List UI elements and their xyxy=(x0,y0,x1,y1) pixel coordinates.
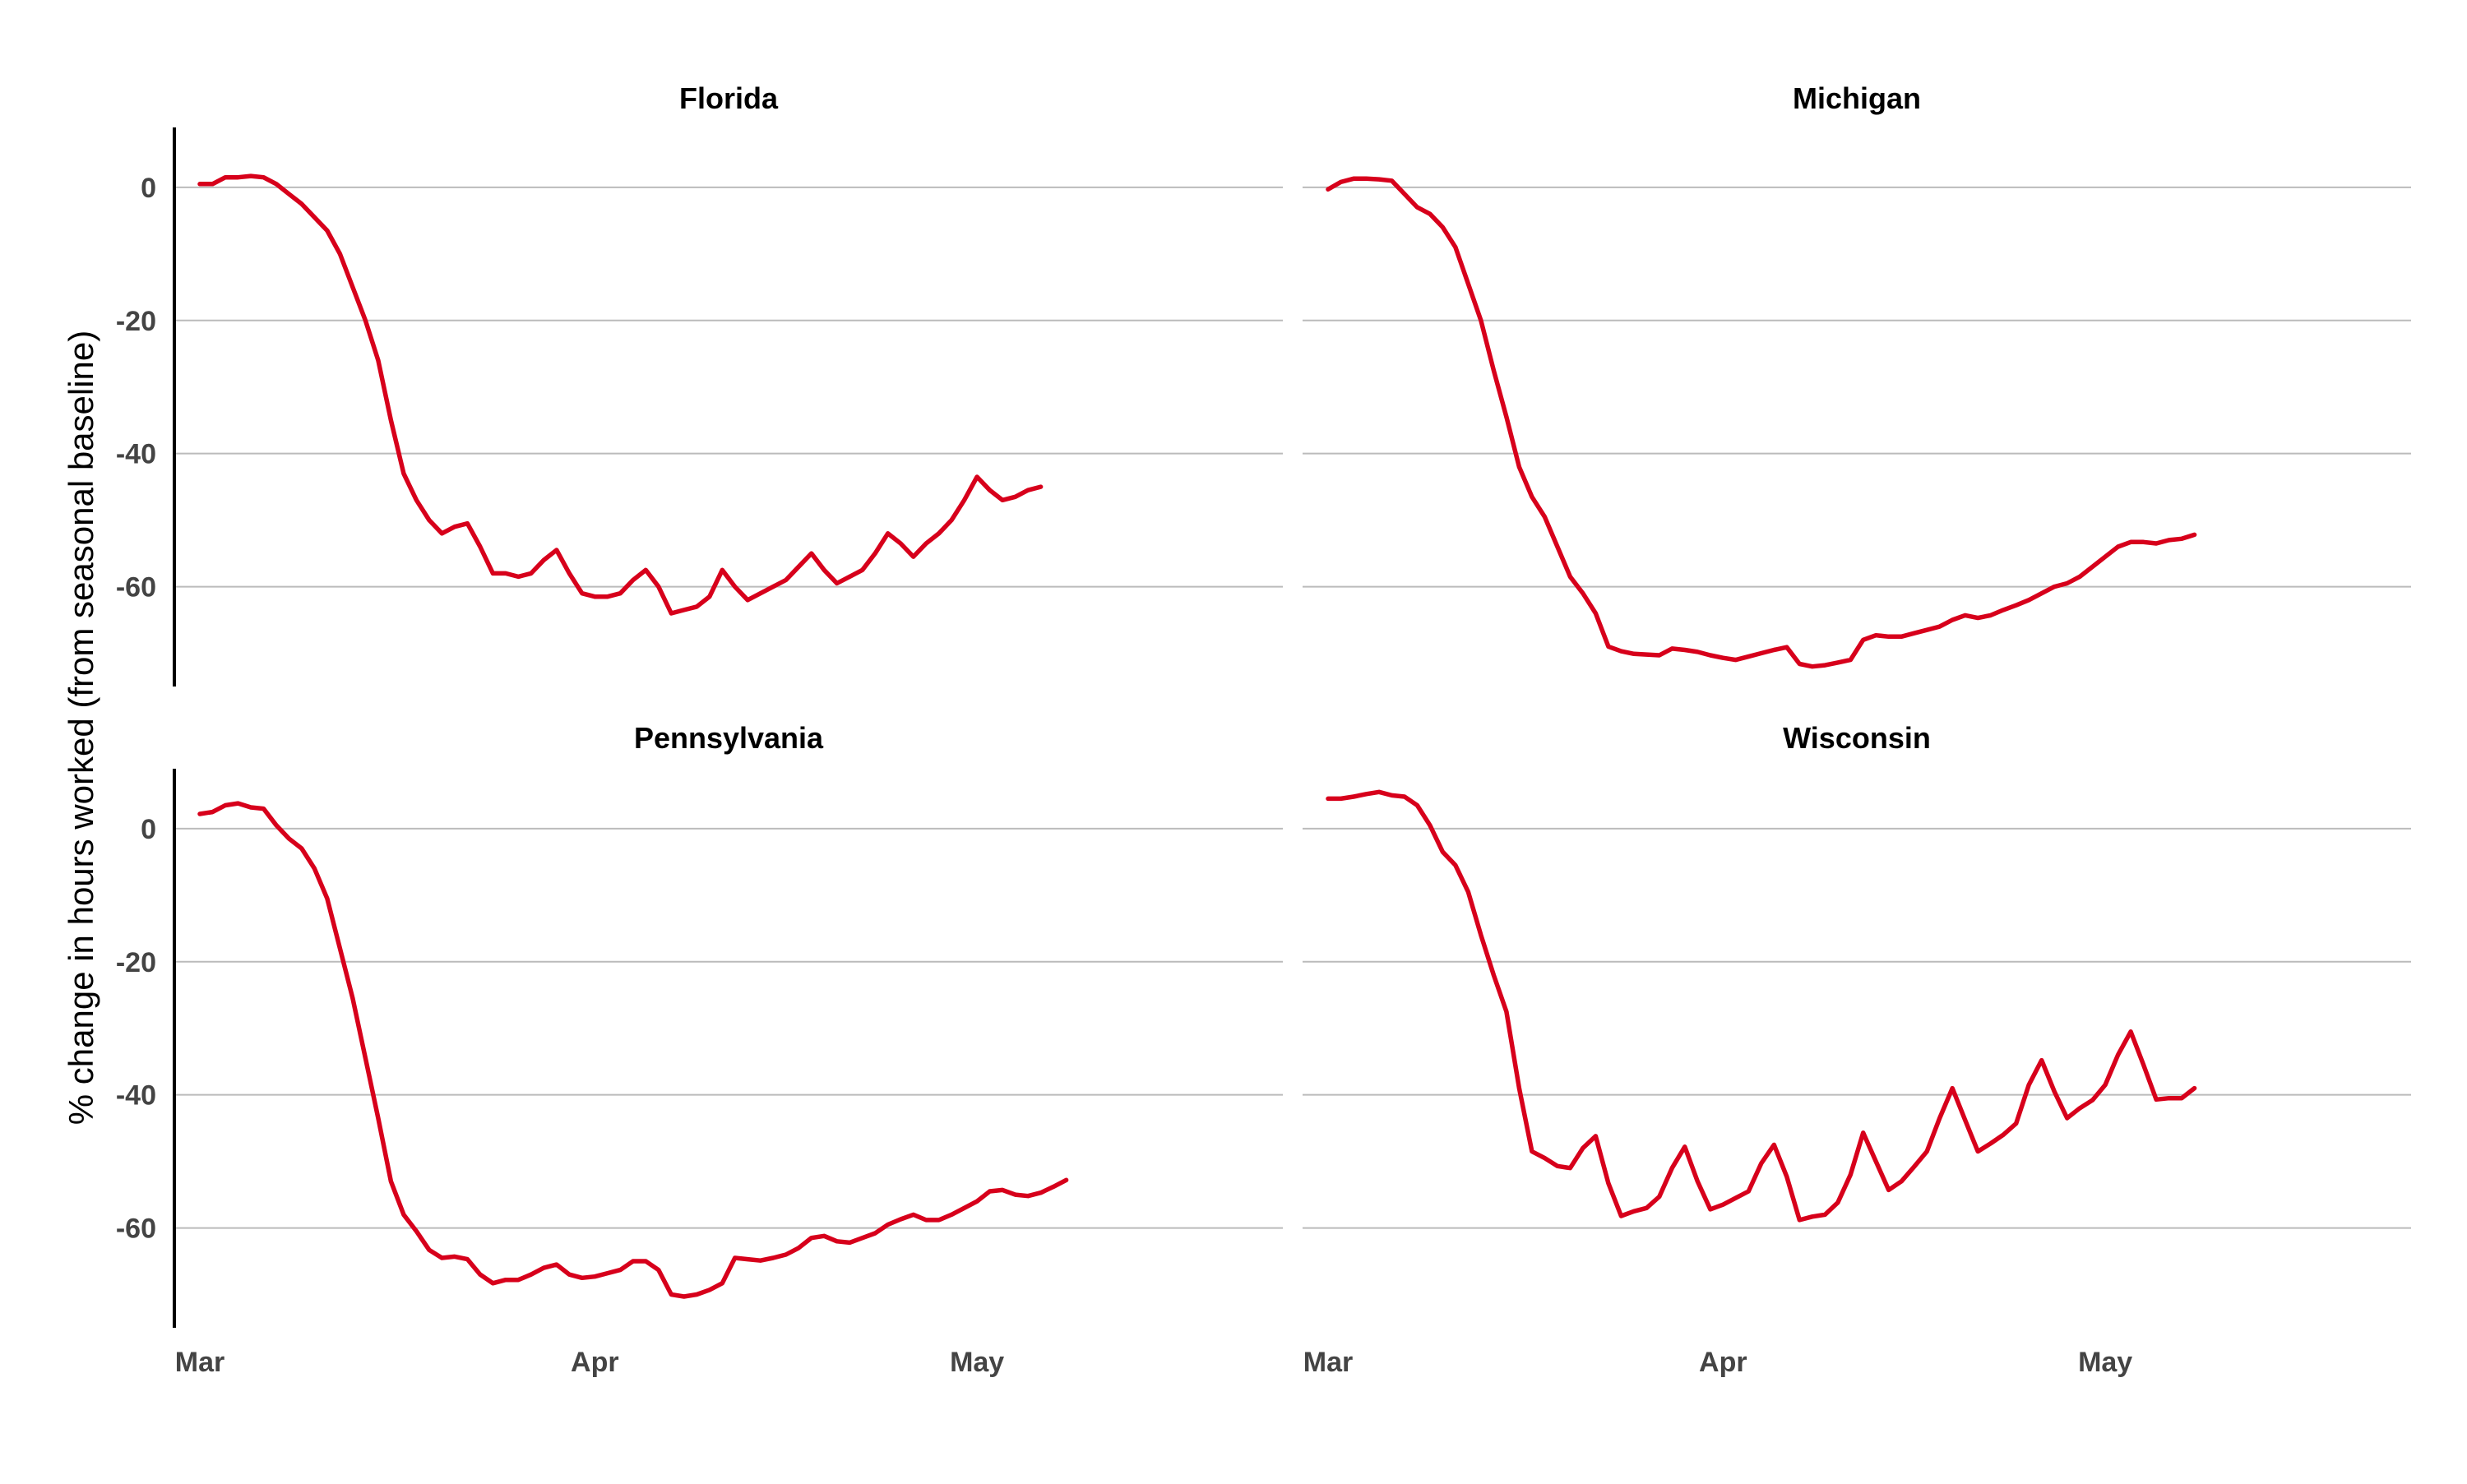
y-tick-label: -40 xyxy=(116,1080,156,1112)
y-tick-label: -20 xyxy=(116,306,156,337)
x-tick-label: Mar xyxy=(1303,1347,1353,1378)
x-tick-label: May xyxy=(2078,1347,2132,1378)
panel-title-pennsylvania: Pennsylvania xyxy=(634,721,824,755)
x-tick-label: Mar xyxy=(175,1347,224,1378)
x-tick-label: Apr xyxy=(571,1347,619,1378)
y-axis-title: % change in hours worked (from seasonal … xyxy=(62,331,100,1126)
series-line-michigan xyxy=(1326,176,2197,669)
y-tick-label: -20 xyxy=(116,947,156,978)
x-tick-label: May xyxy=(950,1347,1004,1378)
y-tick-label: -60 xyxy=(116,1214,156,1245)
y-tick-label: -60 xyxy=(116,572,156,603)
y-tick-label: -40 xyxy=(116,439,156,470)
y-tick-label: 0 xyxy=(141,173,156,204)
panel-title-florida: Florida xyxy=(679,81,779,115)
y-tick-label: 0 xyxy=(141,814,156,845)
x-tick-label: Apr xyxy=(1699,1347,1747,1378)
panel-title-michigan: Michigan xyxy=(1793,81,1921,115)
panel-title-wisconsin: Wisconsin xyxy=(1783,721,1931,755)
series-line-wisconsin xyxy=(1326,789,2197,1223)
series-line-pennsylvania xyxy=(197,801,1069,1299)
series-line-florida xyxy=(197,173,1044,616)
